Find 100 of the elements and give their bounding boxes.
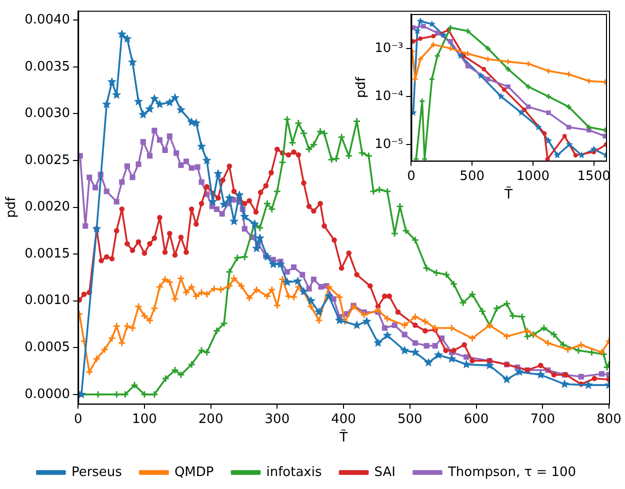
point: [536, 370, 546, 379]
point: [514, 367, 524, 376]
point: [421, 24, 426, 29]
point: [107, 77, 116, 86]
x-axis-title: T̃: [338, 429, 348, 446]
point: [457, 52, 464, 59]
point: [240, 212, 250, 221]
point: [464, 28, 471, 34]
point: [314, 307, 324, 316]
point: [525, 83, 532, 90]
point: [562, 134, 567, 138]
point: [293, 276, 302, 286]
point: [545, 156, 550, 161]
point: [447, 24, 454, 31]
point: [534, 123, 542, 130]
point: [134, 96, 144, 106]
point: [410, 348, 420, 356]
point: [525, 60, 532, 67]
point: [566, 140, 574, 148]
x-tick-label: 300: [264, 412, 290, 427]
y-tick-label: 0.0030: [24, 106, 70, 122]
point: [482, 66, 486, 72]
point: [484, 45, 492, 52]
legend-label: Perseus: [71, 464, 122, 480]
point: [448, 39, 453, 44]
x-tick-label: 100: [132, 412, 157, 427]
point: [434, 350, 444, 360]
point: [464, 50, 471, 57]
point: [400, 346, 410, 354]
point: [434, 52, 441, 60]
point: [416, 17, 424, 24]
x-tick-label: 1500: [577, 168, 610, 184]
point: [522, 108, 527, 112]
point: [334, 316, 344, 324]
point: [440, 31, 448, 38]
x-tick-label: 1000: [516, 168, 550, 184]
point: [150, 94, 159, 103]
point: [544, 137, 552, 144]
y-axis-title: pdf: [354, 76, 370, 98]
point: [545, 68, 552, 74]
point: [554, 152, 561, 158]
point: [430, 41, 437, 48]
point: [417, 56, 424, 62]
point: [262, 252, 272, 261]
point: [435, 30, 440, 36]
y-tick-label: 0.0005: [24, 340, 70, 356]
point: [586, 78, 592, 84]
point: [590, 145, 598, 152]
point: [276, 260, 286, 268]
point: [465, 64, 470, 68]
y-tick-label: 0.0025: [24, 152, 70, 168]
point: [421, 156, 428, 161]
legend-label: QMDP: [174, 464, 214, 480]
x-tick-label: 0: [407, 168, 416, 184]
y-axis-title: pdf: [4, 196, 20, 218]
point: [428, 76, 436, 82]
x-tick-label: 700: [530, 412, 556, 427]
point: [414, 27, 421, 34]
x-tick-label: 0: [74, 412, 82, 427]
point: [165, 98, 174, 106]
point: [196, 142, 206, 150]
x-tick-label: 400: [331, 412, 356, 427]
point: [486, 76, 490, 82]
point: [362, 316, 372, 326]
point: [268, 260, 278, 268]
y-tick-label: 10⁻⁵: [374, 136, 404, 152]
point: [155, 100, 164, 108]
point: [586, 124, 592, 130]
point: [546, 110, 551, 116]
y-tick-label: 0.0040: [24, 12, 70, 28]
point: [502, 374, 512, 384]
point: [138, 110, 148, 119]
point: [573, 153, 578, 158]
point: [411, 39, 416, 44]
point: [584, 380, 593, 389]
point: [145, 104, 154, 113]
legend-label: infotaxis: [266, 464, 322, 480]
y-tick-label: 0.0035: [24, 59, 70, 74]
point: [224, 193, 234, 202]
point: [566, 124, 572, 130]
point: [447, 45, 454, 52]
point: [214, 168, 223, 178]
point: [306, 296, 316, 305]
point: [560, 379, 570, 388]
point: [484, 360, 494, 370]
point: [526, 104, 531, 110]
point: [324, 291, 334, 300]
point: [518, 108, 525, 116]
point: [545, 93, 552, 100]
point: [542, 131, 547, 136]
x-tick-label: 200: [198, 412, 224, 427]
x-tick-label: 500: [460, 168, 484, 184]
y-tick-label: 0.0000: [24, 386, 70, 402]
y-tick-label: 0.0020: [24, 200, 70, 215]
point: [102, 100, 112, 108]
point: [282, 277, 292, 286]
x-tick-label: 800: [596, 412, 622, 427]
point: [234, 190, 244, 200]
point: [202, 156, 212, 164]
point: [128, 57, 138, 66]
